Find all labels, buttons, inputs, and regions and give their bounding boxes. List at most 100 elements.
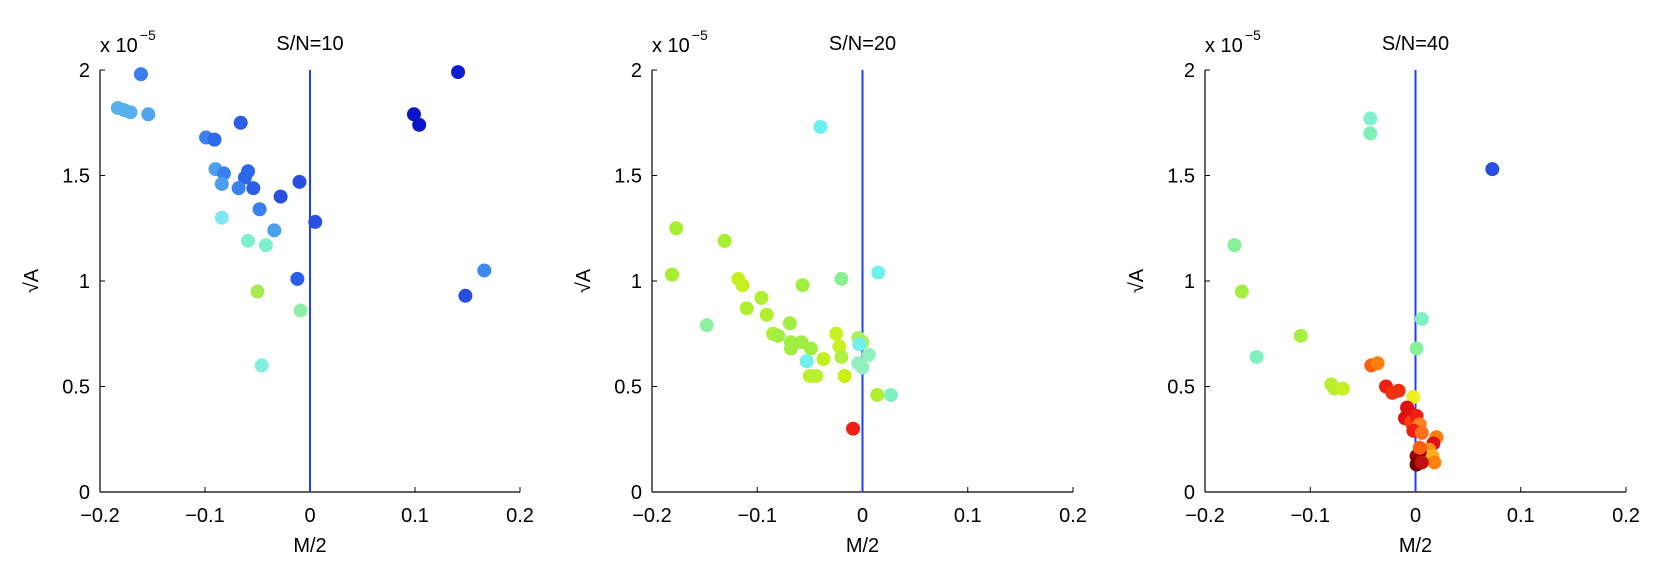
y-tick-label: 0 bbox=[631, 482, 642, 504]
data-point bbox=[237, 170, 252, 185]
exponent-label: x 10 −5 bbox=[652, 27, 708, 57]
y-tick-label: 0.5 bbox=[1167, 377, 1195, 399]
data-point bbox=[267, 223, 282, 238]
data-point bbox=[254, 358, 269, 373]
data-point bbox=[669, 221, 684, 236]
exponent-base: x 10 bbox=[652, 35, 690, 57]
data-point bbox=[292, 174, 307, 189]
data-point bbox=[214, 176, 229, 191]
data-point bbox=[241, 233, 256, 248]
scatter-panel-sn20: −0.2 −0.1 0 0.1 0.2 0 0.5 1 1.5 2 x 10 −5 S/N=20 M/2 √… bbox=[573, 27, 1087, 557]
data-point bbox=[258, 238, 273, 253]
data-point bbox=[214, 210, 229, 225]
data-point bbox=[451, 65, 466, 80]
data-point bbox=[1293, 328, 1308, 343]
x-tick-label: 0.2 bbox=[1612, 505, 1640, 527]
chart-title: S/N=10 bbox=[276, 33, 343, 55]
data-point bbox=[870, 387, 885, 402]
x-axis-label: M/2 bbox=[1399, 535, 1432, 557]
data-point bbox=[233, 115, 248, 130]
x-tick-label: 0.1 bbox=[401, 505, 429, 527]
data-point bbox=[1363, 126, 1378, 141]
exponent-power: −5 bbox=[140, 27, 156, 43]
x-axis-label: M/2 bbox=[293, 535, 326, 557]
data-point bbox=[837, 368, 852, 383]
data-point bbox=[855, 360, 870, 375]
y-axis-label: √A bbox=[1126, 268, 1148, 293]
data-point bbox=[759, 307, 774, 322]
data-point bbox=[735, 278, 750, 293]
data-point bbox=[664, 267, 679, 282]
x-tick-label: 0.1 bbox=[954, 505, 982, 527]
x-tick-label: −0.2 bbox=[632, 505, 671, 527]
x-axis-label: M/2 bbox=[846, 535, 879, 557]
data-point bbox=[273, 189, 288, 204]
data-point bbox=[1363, 111, 1378, 126]
data-point bbox=[1409, 341, 1424, 356]
data-point bbox=[477, 263, 492, 278]
data-point bbox=[216, 166, 231, 181]
data-point bbox=[754, 290, 769, 305]
y-tick-label: 1 bbox=[79, 271, 90, 293]
data-point bbox=[771, 328, 786, 343]
y-tick-label: 1.5 bbox=[62, 166, 90, 188]
x-tick-label: 0 bbox=[1410, 505, 1421, 527]
y-tick-label: 0.5 bbox=[62, 377, 90, 399]
data-point bbox=[795, 278, 810, 293]
exponent-power: −5 bbox=[692, 27, 708, 43]
x-tick-label: 0.1 bbox=[1507, 505, 1535, 527]
x-tick-label: −0.1 bbox=[1291, 505, 1330, 527]
data-point bbox=[1391, 383, 1406, 398]
data-point bbox=[816, 352, 831, 367]
chart-title: S/N=40 bbox=[1382, 33, 1449, 55]
y-tick-label: 0 bbox=[79, 482, 90, 504]
x-tick-label: −0.2 bbox=[1185, 505, 1224, 527]
data-point bbox=[852, 337, 867, 352]
data-point bbox=[832, 339, 847, 354]
data-point bbox=[717, 233, 732, 248]
data-point bbox=[803, 341, 818, 356]
data-point bbox=[834, 349, 849, 364]
x-tick-label: 0 bbox=[857, 505, 868, 527]
data-point bbox=[782, 316, 797, 331]
data-point bbox=[1485, 162, 1500, 177]
data-point bbox=[252, 202, 267, 217]
data-point bbox=[861, 347, 876, 362]
data-point bbox=[1427, 455, 1442, 470]
data-point bbox=[871, 265, 886, 280]
y-tick-label: 1 bbox=[1184, 271, 1195, 293]
data-point bbox=[231, 181, 246, 196]
y-tick-label: 1.5 bbox=[614, 166, 642, 188]
data-point bbox=[141, 107, 156, 122]
x-tick-label: 0.2 bbox=[506, 505, 534, 527]
data-point bbox=[308, 214, 323, 229]
data-point bbox=[1406, 390, 1421, 405]
exponent-base: x 10 bbox=[100, 35, 138, 57]
data-point bbox=[799, 354, 814, 369]
data-point bbox=[123, 105, 138, 120]
data-point bbox=[246, 181, 261, 196]
data-point bbox=[1249, 349, 1264, 364]
data-point bbox=[813, 119, 828, 134]
data-point bbox=[412, 117, 427, 132]
data-point bbox=[1234, 284, 1249, 299]
y-tick-label: 1.5 bbox=[1167, 166, 1195, 188]
exponent-base: x 10 bbox=[1205, 35, 1243, 57]
y-axis-label: √A bbox=[573, 268, 595, 293]
data-point bbox=[783, 341, 798, 356]
exponent-power: −5 bbox=[1245, 27, 1261, 43]
data-point bbox=[1414, 311, 1429, 326]
data-point bbox=[846, 421, 861, 436]
x-tick-label: −0.2 bbox=[80, 505, 119, 527]
data-point bbox=[699, 318, 714, 333]
data-point bbox=[1414, 425, 1429, 440]
x-tick-label: 0.2 bbox=[1059, 505, 1087, 527]
data-point bbox=[834, 271, 849, 286]
data-point bbox=[829, 326, 844, 341]
data-point bbox=[739, 301, 754, 316]
y-tick-label: 0.5 bbox=[614, 377, 642, 399]
data-point bbox=[1414, 455, 1429, 470]
data-point bbox=[133, 67, 148, 82]
y-tick-label: 1 bbox=[631, 271, 642, 293]
